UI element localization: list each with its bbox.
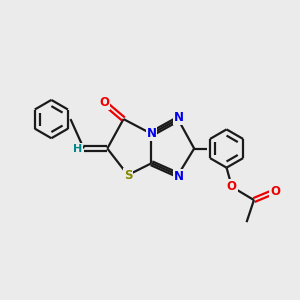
Text: S: S [124, 169, 132, 182]
Text: O: O [270, 185, 280, 198]
Text: N: N [174, 111, 184, 124]
Text: N: N [146, 127, 157, 140]
Text: N: N [174, 170, 184, 183]
Text: H: H [73, 143, 82, 154]
Text: O: O [99, 96, 110, 110]
Text: O: O [227, 180, 237, 193]
